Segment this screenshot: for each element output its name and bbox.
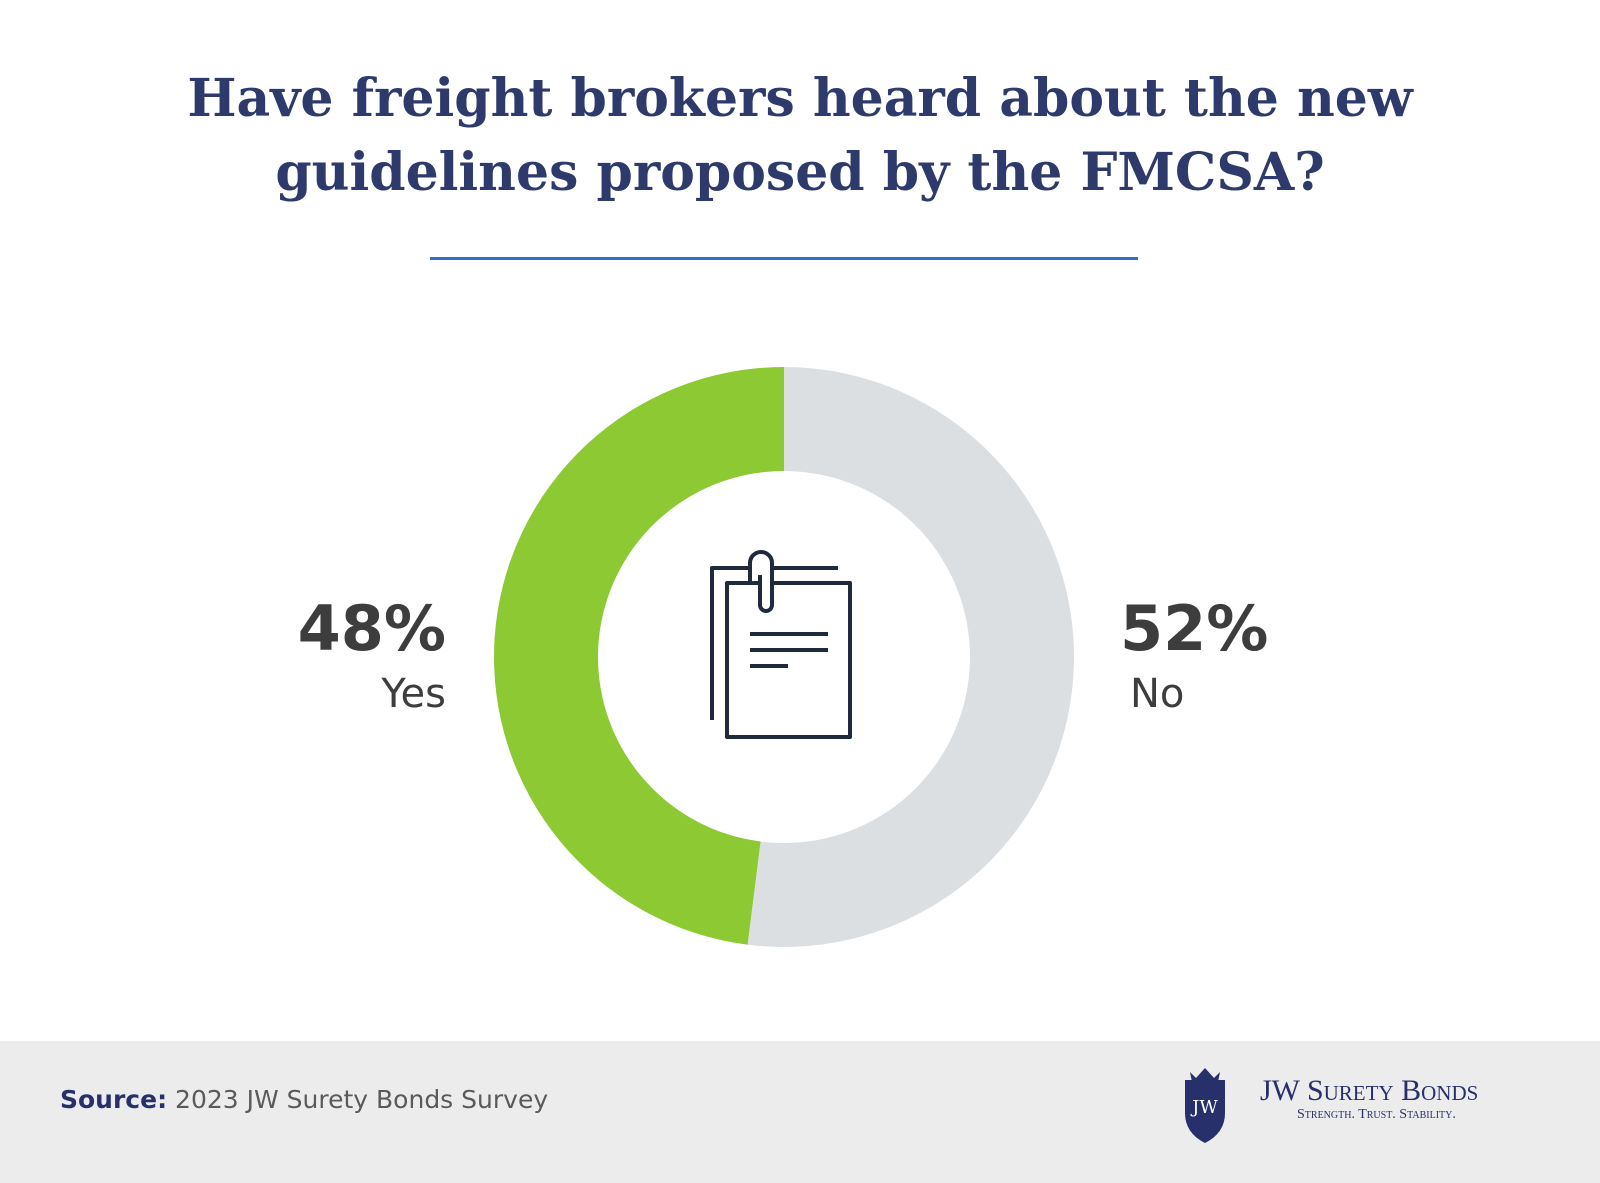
footer — [0, 1041, 1600, 1183]
source-label: Source: — [60, 1085, 168, 1114]
logo-monogram: JW — [1190, 1097, 1218, 1118]
logo-tagline: Strength. Trust. Stability. — [1297, 1107, 1456, 1122]
category-label: No — [1130, 671, 1184, 717]
logo-crown — [1190, 1068, 1220, 1082]
value-label: 48% — [298, 592, 446, 665]
title-rule — [430, 257, 1138, 260]
logo: JW JW Surety Bonds Strength. Trust. Stab… — [1185, 1068, 1478, 1143]
document-icon — [710, 550, 852, 739]
donut-segment — [493, 367, 784, 945]
category-label: Yes — [380, 671, 446, 717]
chart: 48% Yes 52% No — [298, 367, 1268, 947]
logo-name: JW Surety Bonds — [1260, 1074, 1478, 1107]
chart-title: Have freight brokers heard about the new… — [187, 68, 1413, 203]
donut-segment — [747, 367, 1074, 947]
logo-shield — [1185, 1080, 1225, 1143]
value-label: 52% — [1120, 592, 1268, 665]
source: Source: 2023 JW Surety Bonds Survey — [60, 1085, 548, 1114]
source-text: 2023 JW Surety Bonds Survey — [175, 1085, 549, 1114]
